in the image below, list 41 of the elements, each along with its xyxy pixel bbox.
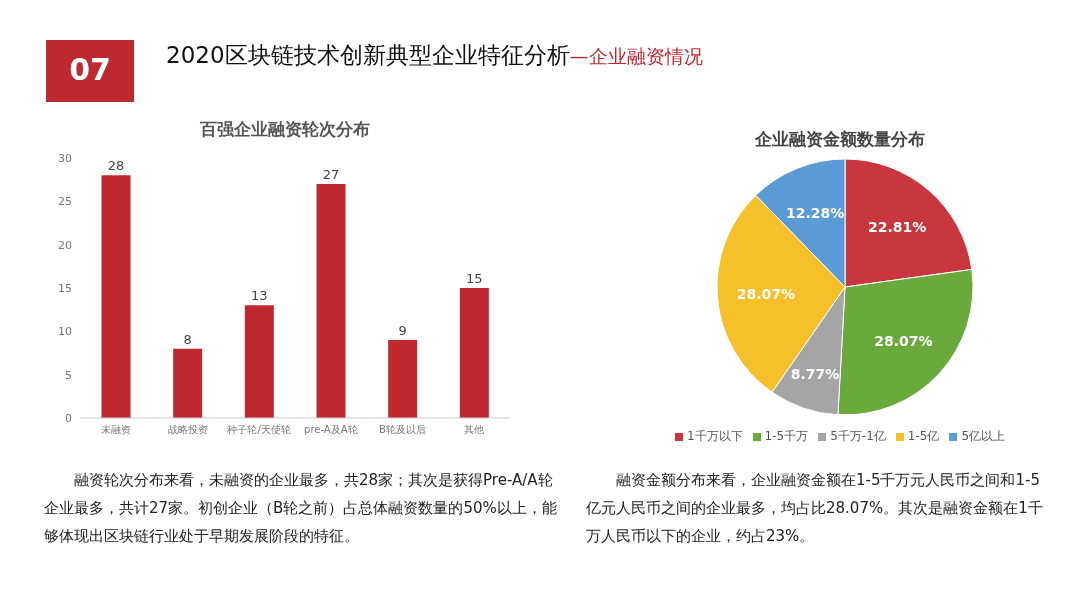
data-label: 28.07%: [874, 332, 933, 349]
chart-title: 企业融资金额数量分布: [754, 128, 926, 151]
data-label: 22.81%: [867, 219, 927, 236]
data-label: 15: [466, 271, 483, 286]
x-tick-label: 未融资: [100, 424, 131, 436]
y-tick-label: 25: [58, 195, 72, 209]
y-tick-label: 15: [58, 281, 72, 295]
text: 融资金额分布来看，企业融资金额在1-5千万元人民币之间和1-5亿元人民币之间的企业最多，均占比28.07%。其次是融资金额在1千万人民币以下的企业，约占23%。: [586, 470, 1044, 547]
y-tick-label: 10: [58, 325, 72, 339]
data-label: 28: [107, 158, 125, 174]
data-label: 28.07%: [736, 285, 796, 302]
data-label: 12.28%: [785, 205, 845, 222]
x-tick-label: 种子轮/天使轮: [227, 424, 291, 436]
x-tick-label: B轮及以后: [379, 424, 426, 436]
y-tick-label: 5: [65, 368, 72, 382]
y-tick-label: 20: [58, 238, 72, 252]
x-tick-label: 其他: [464, 424, 485, 436]
text: 融资轮次分布来看，未融资的企业最多，共28家；其次是获得Pre-A/A轮企业最多，共计27家。初创企业（B轮之前）占总体融资数量的50%以上，能够体现出区块链行业处于早期发展阶段的特征。: [44, 470, 558, 547]
bar: [173, 348, 203, 418]
x-tick-label: pre-A及A轮: [304, 424, 358, 436]
bar: [244, 305, 274, 418]
legend-label: 1-5千万: [763, 428, 809, 445]
data-label: 8.77%: [790, 366, 840, 383]
data-label: 8: [183, 331, 192, 347]
data-label: 27: [322, 167, 340, 182]
y-tick-label: 0: [65, 411, 72, 425]
bar: [388, 340, 418, 418]
text: —企业融资情况: [569, 45, 703, 67]
bar: [459, 288, 489, 418]
bar: [101, 175, 131, 418]
data-label: 9: [398, 323, 407, 338]
data-label: 13: [251, 288, 268, 304]
legend-label: 1千万以下: [685, 428, 743, 445]
x-tick-label: 战略投资: [167, 424, 208, 436]
legend-label: 5亿以上: [960, 428, 1006, 445]
chart-title: 百强企业融资轮次分布: [199, 118, 371, 141]
bar: [316, 184, 346, 418]
badge: 07: [46, 40, 134, 102]
legend-label: 1-5亿: [906, 428, 940, 445]
legend-label: 5千万-1亿: [829, 428, 886, 445]
y-tick-label: 30: [58, 151, 72, 165]
